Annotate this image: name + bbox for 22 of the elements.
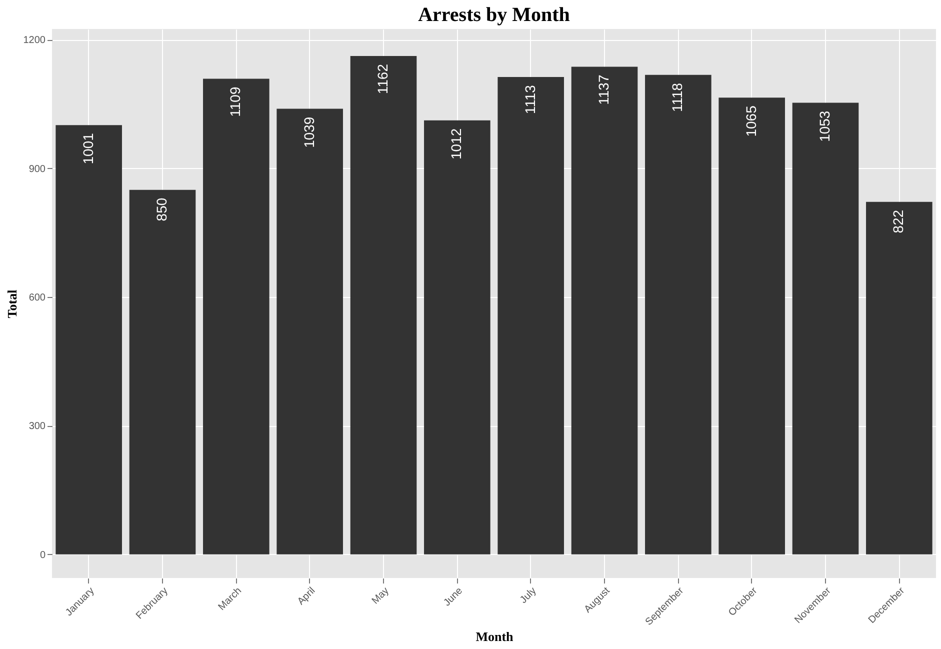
x-axis-title: Month (476, 629, 514, 644)
data-label: 1065 (742, 105, 759, 137)
data-label: 1109 (227, 86, 244, 117)
data-label: 822 (890, 210, 906, 234)
data-label: 1113 (522, 84, 538, 114)
y-tick-label: 900 (28, 164, 46, 175)
x-tick-label: May (370, 586, 392, 607)
data-label: 1039 (300, 116, 317, 148)
chart-title: Arrests by Month (418, 4, 570, 26)
data-label: 1137 (596, 74, 612, 105)
y-axis-title: Total (4, 289, 20, 318)
data-label: 1053 (816, 110, 832, 142)
data-label: 1118 (669, 82, 686, 112)
data-label: 1012 (448, 128, 464, 160)
x-tick-label: July (518, 586, 539, 606)
y-tick-label: 1200 (23, 35, 46, 46)
data-label: 850 (154, 198, 170, 222)
data-label: 1162 (374, 64, 390, 94)
y-tick-label: 0 (40, 550, 46, 561)
y-tick-label: 300 (28, 421, 46, 432)
data-label: 1001 (80, 132, 96, 164)
y-tick-label: 600 (28, 292, 46, 304)
